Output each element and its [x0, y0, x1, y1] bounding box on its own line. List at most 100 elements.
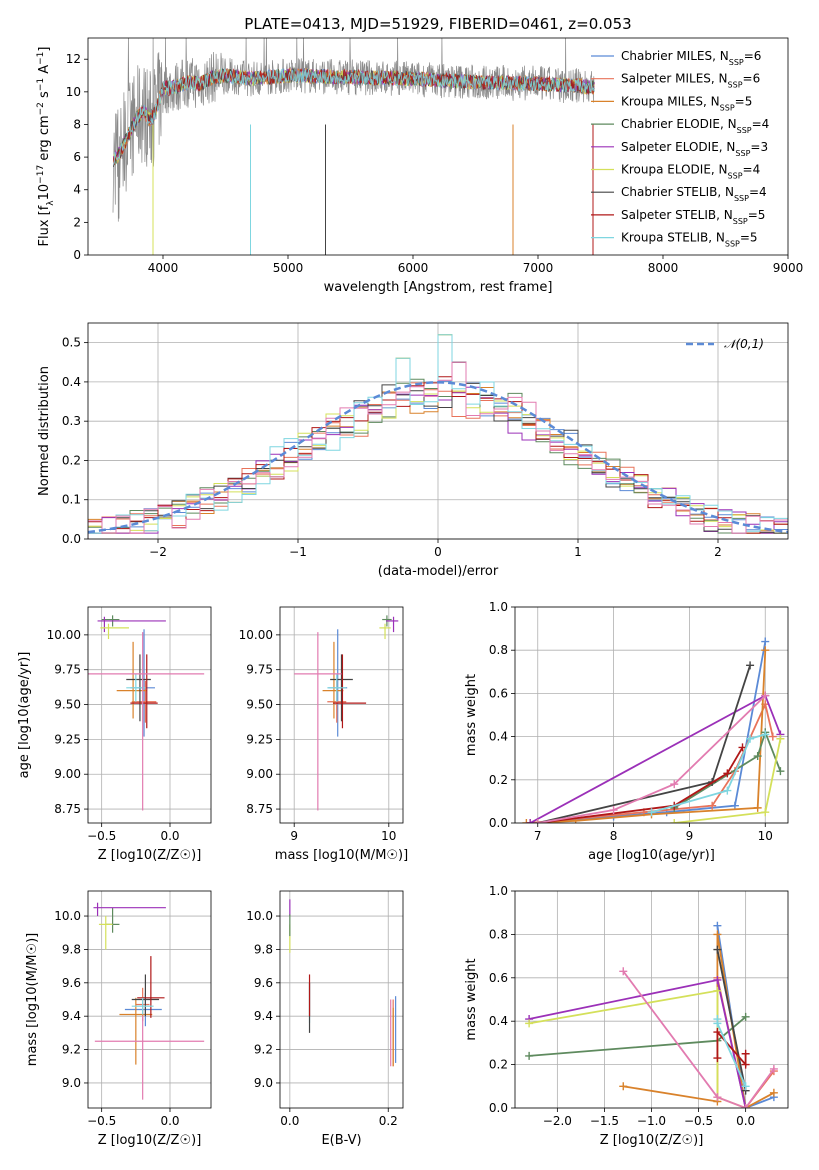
panel-residuals: −2 −1 0 1 2 0.0 0.1 0.2 0.3 0.4 0.5 (data-model)/er…: [37, 322, 789, 579]
series-marker: [769, 1064, 778, 1073]
series-marker: [776, 767, 785, 776]
series-marker: [619, 967, 628, 976]
series-line: [537, 694, 766, 823]
x-tick-label: 10: [381, 829, 396, 843]
series-marker: [525, 1051, 534, 1060]
y-tick-label: 0.6: [489, 971, 508, 985]
series-marker: [619, 1082, 628, 1091]
series-marker: [761, 637, 770, 646]
y-axis-label: Normed distribution: [37, 366, 52, 496]
y-tick-label: 8.75: [54, 802, 81, 816]
y-tick-label: 0.6: [489, 686, 508, 700]
series-marker: [713, 1019, 722, 1028]
x-axis-label: age [log10(age/yr)]: [588, 848, 715, 863]
y-tick-label: 0: [73, 248, 81, 262]
series-line: [716, 925, 775, 1108]
series-marker: [526, 819, 535, 823]
x-tick-label: 8000: [648, 261, 679, 275]
series-marker: [713, 1028, 722, 1037]
series-marker: [713, 921, 722, 930]
panel-weight_vs_age: 7 8 9 10 0.0 0.2 0.4 0.6 0.8 1.0 age [log10(age/yr…: [464, 600, 789, 863]
y-tick-label: 9.4: [62, 1009, 81, 1023]
y-tick-label: 10.0: [54, 909, 81, 923]
series-line: [537, 665, 751, 823]
y-tick-label: 10: [66, 85, 81, 99]
errorbar-point: [97, 616, 166, 633]
y-tick-label: 9.2: [62, 1043, 81, 1057]
y-tick-label: 9.00: [54, 767, 81, 781]
histogram-step: [88, 361, 788, 539]
y-tick-label: 10.00: [47, 628, 81, 642]
errorbar-point: [98, 916, 113, 950]
legend-label: Salpeter STELIB, NSSP=5: [621, 208, 765, 226]
legend-label: 𝒩(0,1): [724, 337, 764, 351]
y-tick-label: 9.25: [54, 732, 81, 746]
series-marker: [768, 732, 777, 741]
y-tick-label: 0.0: [489, 816, 508, 830]
y-tick-label: 9.8: [254, 942, 273, 956]
legend-label: Kroupa ELODIE, NSSP=4: [621, 163, 760, 181]
axes-frame: [279, 606, 404, 824]
series-marker: [522, 819, 531, 823]
x-tick-label: 5000: [273, 261, 304, 275]
y-tick-label: 9.50: [246, 698, 273, 712]
normal-curve: [88, 381, 788, 534]
series-marker: [609, 806, 618, 815]
spectrum-model-line: [113, 67, 595, 165]
y-tick-label: 0.8: [489, 927, 508, 941]
y-axis-label: Flux [fλ10−17 erg cm−2 s−1 A−1]: [36, 47, 56, 247]
y-tick-label: 4: [73, 183, 81, 197]
legend-label: Chabrier ELODIE, NSSP=4: [621, 117, 769, 135]
series-line: [622, 970, 775, 1108]
series-marker: [713, 975, 722, 984]
plot-area: [88, 615, 205, 811]
series-line: [651, 733, 766, 814]
errorbar-point: [294, 632, 342, 811]
y-tick-label: 8.75: [246, 802, 273, 816]
x-tick-label: −1.5: [590, 1114, 619, 1128]
y-tick-label: 6: [73, 150, 81, 164]
y-tick-label: 12: [66, 52, 81, 66]
series-marker: [670, 819, 679, 823]
x-tick-label: −0.5: [87, 829, 116, 843]
plot-area: [294, 615, 399, 811]
y-tick-label: 9.75: [246, 663, 273, 677]
x-tick-label: 8: [610, 829, 618, 843]
spectrum-data-line: [112, 38, 595, 222]
errorbar-point: [93, 902, 166, 917]
series-marker: [708, 801, 717, 810]
legend-label: Salpeter ELODIE, NSSP=3: [621, 140, 768, 158]
x-tick-label: 1: [574, 545, 582, 559]
y-tick-label: 0.4: [62, 375, 81, 389]
x-tick-label: 0.0: [160, 1114, 179, 1128]
series-marker: [753, 752, 762, 761]
y-tick-label: 9.50: [54, 698, 81, 712]
errorbar-point: [116, 641, 147, 719]
errorbar-point: [379, 623, 391, 640]
series-line: [529, 1016, 747, 1057]
plot-area: [525, 921, 778, 1108]
y-tick-label: 0.2: [489, 773, 508, 787]
panel-mass_vs_EBV: 0.0 0.2 9.0 9.2 9.4 9.6 9.8 10.0 E(B-V): [246, 890, 404, 1148]
axes-frame: [87, 606, 212, 824]
series-marker: [741, 1049, 750, 1058]
y-tick-label: 9.75: [54, 663, 81, 677]
x-tick-label: 0.0: [736, 1114, 755, 1128]
x-tick-label: −1: [289, 545, 307, 559]
y-tick-label: 9.8: [62, 942, 81, 956]
y-axis-label: mass weight: [464, 674, 479, 756]
y-tick-label: 8: [73, 117, 81, 131]
legend: Chabrier MILES, NSSP=6 Salpeter MILES, NS…: [591, 49, 769, 248]
series-line: [530, 701, 774, 823]
y-tick-label: 9.6: [254, 976, 273, 990]
plot-area: [112, 38, 595, 255]
x-tick-label: −1.0: [637, 1114, 666, 1128]
series-marker: [741, 1012, 750, 1021]
series-marker: [533, 819, 542, 823]
series-marker: [723, 786, 732, 795]
legend-label: Chabrier STELIB, NSSP=4: [621, 185, 767, 203]
y-tick-label: 1.0: [489, 884, 508, 898]
x-axis-label: Z [log10(Z/Z☉)]: [98, 1133, 202, 1148]
series-marker: [746, 734, 755, 743]
y-tick-label: 10.0: [246, 909, 273, 923]
